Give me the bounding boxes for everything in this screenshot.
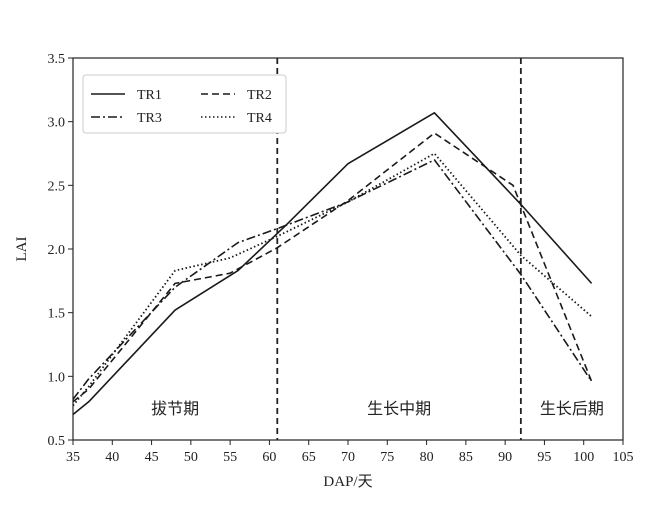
y-tick-label: 1.0: [48, 370, 66, 385]
axis-ticks: 35 40 45 50 55 60 65 70 75 80 85 90 95 100 105 0.5 1.0 1.…: [48, 52, 634, 465]
legend-label: TR2: [247, 88, 272, 103]
series-line-tr1: [72, 112, 593, 416]
x-tick-label: 70: [341, 450, 355, 465]
stage-labels: 拔节期 生长中期 生长后期: [151, 399, 604, 418]
x-tick-label: 45: [145, 450, 159, 465]
x-tick-label: 40: [105, 450, 119, 465]
x-tick-label: 85: [459, 450, 473, 465]
y-tick-label: 3.5: [48, 52, 66, 67]
legend-label: TR3: [137, 111, 162, 126]
y-tick-label: 2.0: [48, 243, 66, 258]
y-axis-title: LAI: [14, 237, 30, 262]
x-tick-label: 75: [380, 450, 394, 465]
stage-label: 生长中期: [367, 399, 431, 418]
y-tick-label: 1.5: [48, 307, 66, 322]
x-tick-label: 35: [66, 450, 80, 465]
legend-box: [82, 74, 287, 134]
x-tick-label: 60: [262, 450, 276, 465]
x-tick-label: 50: [184, 450, 198, 465]
x-tick-label: 80: [420, 450, 434, 465]
x-tick-label: 90: [498, 450, 512, 465]
legend-label: TR4: [247, 111, 272, 126]
series-lines: [72, 112, 593, 416]
legend-label: TR1: [137, 88, 162, 103]
stage-divider-lines: [276, 58, 522, 440]
stage-label: 拔节期: [151, 399, 199, 418]
y-tick-label: 3.0: [48, 116, 66, 131]
x-tick-label: 95: [537, 450, 551, 465]
series-line-tr2: [72, 132, 593, 403]
x-tick-label: 100: [573, 450, 594, 465]
x-tick-label: 105: [613, 450, 634, 465]
x-tick-label: 55: [223, 450, 237, 465]
x-tick-label: 65: [302, 450, 316, 465]
y-tick-label: 2.5: [48, 179, 66, 194]
legend: TR1 TR2 TR3 TR4: [82, 74, 287, 134]
stage-label: 生长后期: [540, 399, 604, 418]
x-axis-title: DAP/天: [323, 474, 372, 490]
series-line-tr4: [72, 152, 593, 407]
y-tick-label: 0.5: [48, 434, 66, 449]
